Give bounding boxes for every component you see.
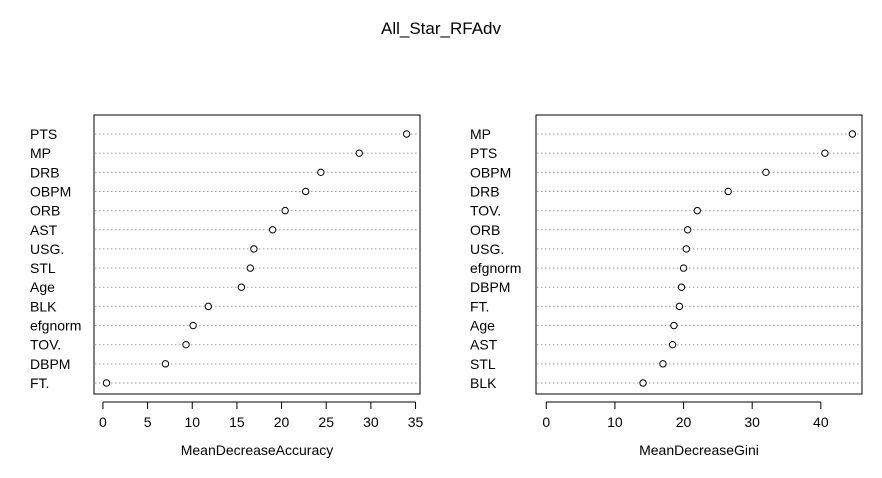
x-tick-label: 20 — [274, 414, 290, 430]
category-label: AST — [470, 337, 498, 353]
category-label: DRB — [470, 183, 500, 199]
data-point — [762, 168, 770, 177]
category-label: USG. — [30, 241, 64, 257]
data-point — [679, 264, 688, 272]
data-point — [724, 187, 732, 196]
data-point — [668, 340, 677, 349]
category-label: efgnorm — [30, 318, 81, 334]
x-tick-label: 15 — [229, 414, 245, 430]
x-tick-label: 25 — [318, 414, 334, 430]
data-point — [268, 226, 277, 234]
category-label: PTS — [30, 126, 57, 142]
x-tick-label: 35 — [408, 414, 424, 430]
category-label: MP — [470, 126, 491, 142]
data-point — [355, 149, 363, 157]
data-point — [659, 360, 667, 368]
category-label: ORB — [30, 203, 60, 219]
data-point — [821, 149, 829, 157]
data-point — [693, 206, 701, 215]
category-label: PTS — [470, 145, 497, 161]
data-point — [102, 379, 111, 387]
data-point — [204, 302, 213, 311]
category-label: OBPM — [470, 164, 511, 180]
category-label: Age — [30, 279, 55, 295]
data-point — [683, 226, 692, 234]
category-label: FT. — [470, 298, 489, 314]
chart-title: All_Star_RFAdv — [381, 19, 501, 38]
x-tick-label: 0 — [542, 414, 550, 430]
data-point — [237, 283, 246, 291]
category-label: MP — [30, 145, 51, 161]
data-point — [402, 130, 411, 138]
x-tick-label: 30 — [363, 414, 379, 430]
data-point — [182, 340, 190, 349]
x-tick-label: 20 — [676, 414, 692, 430]
x-axis-label: MeanDecreaseGini — [639, 442, 759, 458]
category-label: AST — [30, 222, 58, 238]
x-tick-label: 40 — [813, 414, 829, 430]
category-label: STL — [470, 356, 496, 372]
data-point — [670, 321, 678, 330]
x-tick-label: 0 — [99, 414, 107, 430]
data-point — [250, 245, 258, 253]
category-label: STL — [30, 260, 56, 276]
plot-frame — [93, 114, 421, 395]
category-label: DBPM — [470, 279, 510, 295]
category-label: DRB — [30, 164, 60, 180]
x-axis-label: MeanDecreaseAccuracy — [181, 442, 334, 458]
data-point — [682, 245, 691, 253]
data-point — [189, 321, 197, 330]
data-point — [161, 360, 170, 368]
category-label: ORB — [470, 222, 500, 238]
data-point — [317, 168, 325, 177]
data-point — [281, 206, 289, 215]
data-point — [639, 379, 647, 387]
category-label: BLK — [470, 375, 497, 391]
category-label: DBPM — [30, 356, 70, 372]
x-tick-label: 10 — [184, 414, 200, 430]
category-label: TOV. — [470, 203, 501, 219]
dotchart-panel-1: PTS MP DRB OBPM ORB AST USG. STL Age BLK efgnorm TO… — [30, 114, 424, 458]
category-label: FT. — [30, 375, 49, 391]
x-tick-label: 30 — [744, 414, 760, 430]
category-label: USG. — [470, 241, 504, 257]
data-point — [675, 302, 684, 311]
dotchart-panel-2: MP PTS OBPM DRB TOV. ORB USG. efgnorm DBPM FT. Age… — [470, 114, 863, 458]
category-label: Age — [470, 318, 495, 334]
plot-frame — [535, 114, 863, 395]
category-label: BLK — [30, 298, 57, 314]
data-point — [848, 130, 857, 138]
category-label: efgnorm — [470, 260, 521, 276]
x-tick-label: 5 — [144, 414, 152, 430]
category-label: OBPM — [30, 183, 71, 199]
data-point — [301, 187, 310, 196]
data-point — [246, 264, 255, 272]
x-tick-label: 10 — [607, 414, 623, 430]
data-point — [677, 283, 686, 291]
category-label: TOV. — [30, 337, 61, 353]
